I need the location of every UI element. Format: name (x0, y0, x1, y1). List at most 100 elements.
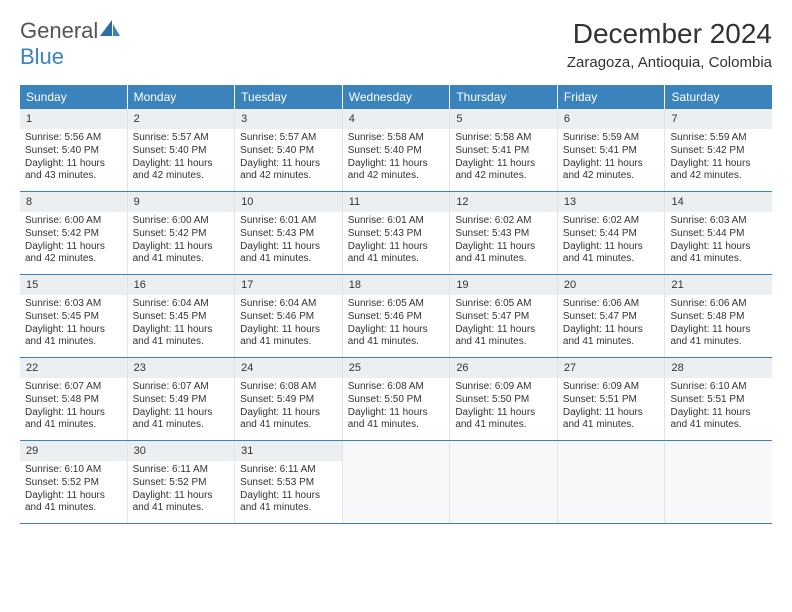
sunset-text: Sunset: 5:42 PM (670, 145, 767, 158)
day-cell: 5Sunrise: 5:58 AMSunset: 5:41 PMDaylight… (450, 109, 558, 191)
day-body: Sunrise: 5:58 AMSunset: 5:41 PMDaylight:… (450, 129, 557, 188)
sail-icon (98, 18, 122, 38)
sunset-text: Sunset: 5:49 PM (240, 394, 337, 407)
daylight-text: Daylight: 11 hours and 41 minutes. (563, 324, 660, 350)
daylight-text: Daylight: 11 hours and 43 minutes. (25, 158, 122, 184)
day-number: 26 (450, 358, 557, 378)
day-cell: 30Sunrise: 6:11 AMSunset: 5:52 PMDayligh… (128, 441, 236, 523)
day-cell: 16Sunrise: 6:04 AMSunset: 5:45 PMDayligh… (128, 275, 236, 357)
day-header: Friday (558, 85, 666, 109)
day-body: Sunrise: 6:11 AMSunset: 5:52 PMDaylight:… (128, 461, 235, 520)
sunset-text: Sunset: 5:42 PM (133, 228, 230, 241)
sunrise-text: Sunrise: 6:09 AM (563, 381, 660, 394)
sunset-text: Sunset: 5:53 PM (240, 477, 337, 490)
sunset-text: Sunset: 5:49 PM (133, 394, 230, 407)
sunrise-text: Sunrise: 6:08 AM (348, 381, 445, 394)
week-row: 22 Sunrise: 6:07 AMSunset: 5:48 PM Dayligh… (20, 358, 772, 441)
day-body: Sunrise: 6:11 AMSunset: 5:53 PMDaylight:… (235, 461, 342, 520)
logo-word2: Blue (20, 44, 64, 69)
daylight-text: Daylight: 11 hours and 41 minutes. (133, 241, 230, 267)
sunrise-text: Sunrise: 5:59 AM (670, 132, 767, 145)
day-cell: 8Sunrise: 6:00 AMSunset: 5:42 PMDaylight… (20, 192, 128, 274)
day-cell: 7Sunrise: 5:59 AMSunset: 5:42 PMDaylight… (665, 109, 772, 191)
day-number: 10 (235, 192, 342, 212)
sunrise-text: Sunrise: 6:00 AM (25, 215, 122, 228)
sunset-text: Sunset: 5:50 PM (455, 394, 552, 407)
daylight-text: Daylight: 11 hours and 41 minutes. (348, 407, 445, 433)
daylight-text: Daylight: 11 hours and 41 minutes. (240, 324, 337, 350)
day-number: 28 (665, 358, 772, 378)
title-block: December 2024 Zaragoza, Antioquia, Colom… (567, 18, 772, 71)
logo-text: General Blue (20, 18, 122, 70)
daylight-text: Daylight: 11 hours and 41 minutes. (670, 407, 767, 433)
day-number: 23 (128, 358, 235, 378)
day-body: Sunrise: 6:07 AMSunset: 5:49 PMDaylight:… (128, 378, 235, 437)
sunset-text: Sunset: 5:42 PM (25, 228, 122, 241)
day-cell: 21Sunrise: 6:06 AMSunset: 5:48 PMDayligh… (665, 275, 772, 357)
daylight-text: Daylight: 11 hours and 42 minutes. (455, 158, 552, 184)
day-body: Sunrise: 5:58 AMSunset: 5:40 PMDaylight:… (343, 129, 450, 188)
day-number: 15 (20, 275, 127, 295)
day-body: Sunrise: 6:10 AMSunset: 5:52 PMDaylight:… (20, 461, 127, 520)
day-cell: 14Sunrise: 6:03 AMSunset: 5:44 PMDayligh… (665, 192, 772, 274)
day-cell: 29Sunrise: 6:10 AMSunset: 5:52 PMDayligh… (20, 441, 128, 523)
sunrise-text: Sunrise: 6:07 AM (25, 381, 122, 394)
day-body: Sunrise: 5:59 AMSunset: 5:41 PMDaylight:… (558, 129, 665, 188)
day-number: 27 (558, 358, 665, 378)
day-number: 8 (20, 192, 127, 212)
daylight-text: Daylight: 11 hours and 42 minutes. (563, 158, 660, 184)
day-cell: 6Sunrise: 5:59 AMSunset: 5:41 PMDaylight… (558, 109, 666, 191)
daylight-text: Daylight: 11 hours and 42 minutes. (670, 158, 767, 184)
empty-day-cell (343, 441, 451, 523)
day-body: Sunrise: 5:59 AMSunset: 5:42 PMDaylight:… (665, 129, 772, 188)
day-cell: 15Sunrise: 6:03 AMSunset: 5:45 PMDayligh… (20, 275, 128, 357)
day-number: 2 (128, 109, 235, 129)
day-body: Sunrise: 6:01 AMSunset: 5:43 PMDaylight:… (343, 212, 450, 271)
day-number: 12 (450, 192, 557, 212)
sunset-text: Sunset: 5:41 PM (563, 145, 660, 158)
calendar: SundayMondayTuesdayWednesdayThursdayFrid… (20, 85, 772, 524)
day-body: Sunrise: 5:57 AMSunset: 5:40 PMDaylight:… (128, 129, 235, 188)
sunrise-text: Sunrise: 6:04 AM (133, 298, 230, 311)
sunset-text: Sunset: 5:43 PM (348, 228, 445, 241)
week-row: 15 Sunrise: 6:03 AM Sunset: 5:45 PM Dayligh… (20, 275, 772, 358)
day-body: Sunrise: 6:09 AMSunset: 5:51 PMDaylight:… (558, 378, 665, 437)
day-header: Wednesday (343, 85, 451, 109)
daylight-text: Daylight: 11 hours and 42 minutes. (240, 158, 337, 184)
sunset-text: Sunset: 5:52 PM (25, 477, 122, 490)
daylight-text: Daylight: 11 hours and 41 minutes. (133, 407, 230, 433)
sunrise-text: Sunrise: 6:03 AM (670, 215, 767, 228)
daylight-text: Daylight: 11 hours and 41 minutes. (240, 490, 337, 516)
location-label: Zaragoza, Antioquia, Colombia (567, 54, 772, 71)
logo-word1: General (20, 18, 98, 43)
daylight-text: Daylight: 11 hours and 41 minutes. (348, 324, 445, 350)
sunrise-text: Sunrise: 6:11 AM (133, 464, 230, 477)
sunset-text: Sunset: 5:48 PM (25, 394, 122, 407)
day-body: Sunrise: 6:02 AMSunset: 5:44 PMDaylight:… (558, 212, 665, 271)
day-number: 20 (558, 275, 665, 295)
sunrise-text: Sunrise: 6:06 AM (563, 298, 660, 311)
day-number: 22 (20, 358, 127, 378)
day-body: Sunrise: 6:08 AMSunset: 5:49 PMDaylight:… (235, 378, 342, 437)
day-number: 13 (558, 192, 665, 212)
sunrise-text: Sunrise: 6:08 AM (240, 381, 337, 394)
sunrise-text: Sunrise: 6:03 AM (25, 298, 122, 311)
daylight-text: Daylight: 11 hours and 41 minutes. (455, 407, 552, 433)
sunset-text: Sunset: 5:48 PM (670, 311, 767, 324)
day-number: 31 (235, 441, 342, 461)
day-number: 1 (20, 109, 127, 129)
day-cell: 1Sunrise: 5:56 AMSunset: 5:40 PMDaylight… (20, 109, 128, 191)
day-cell: 4Sunrise: 5:58 AMSunset: 5:40 PMDaylight… (343, 109, 451, 191)
sunset-text: Sunset: 5:51 PM (670, 394, 767, 407)
sunrise-text: Sunrise: 6:02 AM (455, 215, 552, 228)
sunset-text: Sunset: 5:40 PM (133, 145, 230, 158)
sunrise-text: Sunrise: 6:05 AM (455, 298, 552, 311)
day-cell: 27Sunrise: 6:09 AMSunset: 5:51 PMDayligh… (558, 358, 666, 440)
day-cell: 10Sunrise: 6:01 AMSunset: 5:43 PMDayligh… (235, 192, 343, 274)
empty-day-cell (558, 441, 666, 523)
day-body: Sunrise: 6:08 AMSunset: 5:50 PMDaylight:… (343, 378, 450, 437)
sunset-text: Sunset: 5:45 PM (133, 311, 230, 324)
day-body: Sunrise: 6:06 AMSunset: 5:48 PMDaylight:… (665, 295, 772, 354)
sunrise-text: Sunrise: 6:01 AM (348, 215, 445, 228)
daylight-text: Daylight: 11 hours and 42 minutes. (348, 158, 445, 184)
